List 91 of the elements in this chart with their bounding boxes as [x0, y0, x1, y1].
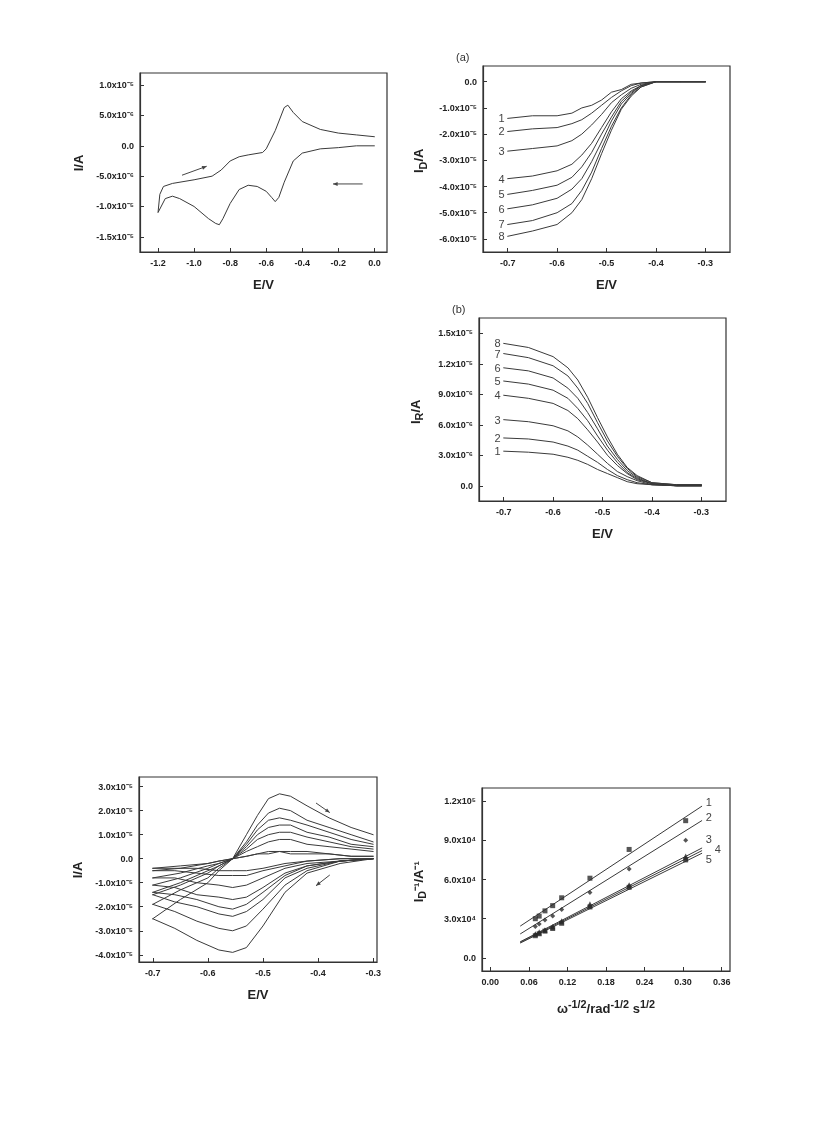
y-tick-label: -4.0x10⁻⁵ [95, 949, 133, 960]
y-tick-label: 0.0 [463, 952, 476, 963]
y-tick-label: 9.0x10⁴ [444, 835, 476, 846]
x-axis-title: ω$^{-1/2}$/rad$^{-1/2}$ s$^{1/2}$ [555, 997, 657, 1019]
y-tick-label: -6.0x10⁻⁵ [439, 233, 477, 244]
x-tick-label: -0.7 [495, 506, 512, 517]
y-tick-label: -2.0x10⁻⁵ [95, 901, 133, 912]
series-label: 8 [498, 230, 505, 243]
x-tick-label: 0.30 [674, 976, 692, 987]
x-tick-label: 0.12 [558, 976, 577, 987]
x-tick-label: -0.5 [255, 967, 271, 978]
y-tick-label: -3.0x10⁻⁵ [439, 155, 477, 166]
series-label: 2 [498, 125, 505, 138]
series-label: 7 [498, 218, 505, 231]
y-tick-label: 1.2x10⁻⁵ [438, 358, 473, 369]
x-tick-label: 0.24 [635, 976, 654, 987]
y-tick-label: 2.0x10⁻⁵ [98, 805, 133, 816]
series-label: 4 [498, 172, 505, 185]
y-tick-label: 0.0 [120, 853, 133, 864]
y-axis-title: I/A [68, 860, 85, 880]
y-tick-label: 6.0x10⁴ [444, 874, 476, 885]
series-label: 3 [494, 413, 501, 426]
x-tick-label: -0.2 [330, 257, 347, 268]
series-label: 1 [705, 796, 712, 809]
x-tick-label: -0.5 [594, 506, 611, 517]
y-tick-label: 1.0x10⁻⁵ [99, 80, 134, 91]
y-axis-title: I/A [69, 153, 86, 173]
x-tick-label: -0.4 [310, 967, 326, 978]
x-tick-label: -0.7 [499, 257, 516, 268]
series-label: 1 [498, 112, 505, 125]
series-label: 2 [494, 431, 501, 444]
series-label: 1 [494, 445, 501, 458]
series-label: 6 [498, 202, 505, 215]
series-label: 5 [498, 188, 505, 201]
series-label: 8 [494, 337, 501, 350]
x-tick-label: -1.2 [150, 257, 166, 268]
x-tick-label: -0.4 [294, 257, 311, 268]
y-tick-label: 1.2x10⁵ [444, 796, 476, 807]
y-tick-label: 1.0x10⁻⁵ [98, 829, 133, 840]
y-tick-label: 3.0x10⁻⁵ [98, 781, 133, 792]
x-tick-label: -0.3 [697, 257, 714, 268]
x-tick-label: 0.18 [597, 976, 615, 987]
x-tick-label: 0.0 [368, 257, 381, 268]
y-tick-label: 0.0 [121, 140, 134, 151]
series-label: 2 [705, 810, 712, 823]
y-tick-label: 1.5x10⁻⁵ [438, 328, 473, 339]
y-tick-label: 3.0x10⁻⁶ [438, 450, 473, 461]
y-tick-label: -5.0x10⁻⁵ [439, 207, 477, 218]
x-axis-title: E/V [246, 986, 270, 1004]
y-tick-label: 6.0x10⁻⁶ [438, 419, 473, 430]
series-label: 7 [494, 347, 501, 360]
x-tick-label: -0.4 [644, 506, 660, 517]
x-tick-label: -0.6 [549, 257, 565, 268]
x-tick-label: -0.6 [545, 506, 561, 517]
x-tick-label: -0.3 [693, 506, 710, 517]
x-tick-label: -0.4 [648, 257, 664, 268]
y-tick-label: -1.0x10⁻⁵ [439, 102, 477, 113]
series-label: 5 [705, 853, 712, 866]
y-tick-label: -1.5x10⁻⁵ [96, 231, 134, 242]
y-tick-label: -5.0x10⁻⁶ [96, 171, 134, 182]
series-label: 3 [498, 145, 505, 158]
series-label: 4 [714, 842, 721, 855]
y-tick-label: -1.0x10⁻⁵ [96, 201, 134, 212]
x-axis-title: E/V [595, 276, 618, 294]
series-label: 3 [705, 833, 712, 846]
y-tick-label: -2.0x10⁻⁵ [439, 129, 477, 140]
x-axis-title: E/V [591, 525, 614, 543]
x-tick-label: -1.0 [186, 257, 202, 268]
x-tick-label: 0.06 [520, 976, 538, 987]
x-tick-label: -0.5 [598, 257, 615, 268]
y-tick-label: 5.0x10⁻⁶ [99, 110, 134, 121]
x-tick-label: -0.6 [258, 257, 274, 268]
y-tick-label: -1.0x10⁻⁵ [95, 877, 133, 888]
y-tick-label: 0.0 [460, 480, 473, 491]
x-tick-label: 0.36 [712, 976, 731, 987]
y-tick-label: 9.0x10⁻⁶ [438, 389, 473, 400]
x-tick-label: -0.7 [145, 967, 161, 978]
x-axis-title: E/V [252, 276, 275, 294]
y-tick-label: -4.0x10⁻⁵ [439, 181, 477, 192]
series-label: 6 [494, 361, 501, 374]
y-tick-label: 3.0x10⁴ [444, 913, 476, 924]
x-tick-label: -0.6 [200, 967, 216, 978]
y-tick-label: 0.0 [464, 76, 477, 87]
x-tick-label: -0.3 [365, 967, 381, 978]
series-label: 4 [494, 389, 501, 402]
chart-title: (b) [452, 302, 466, 315]
series-label: 5 [494, 375, 501, 388]
chart-title: (a) [456, 50, 470, 63]
y-tick-label: -3.0x10⁻⁵ [95, 925, 133, 936]
x-tick-label: -0.8 [222, 257, 238, 268]
x-tick-label: 0.00 [481, 976, 500, 987]
